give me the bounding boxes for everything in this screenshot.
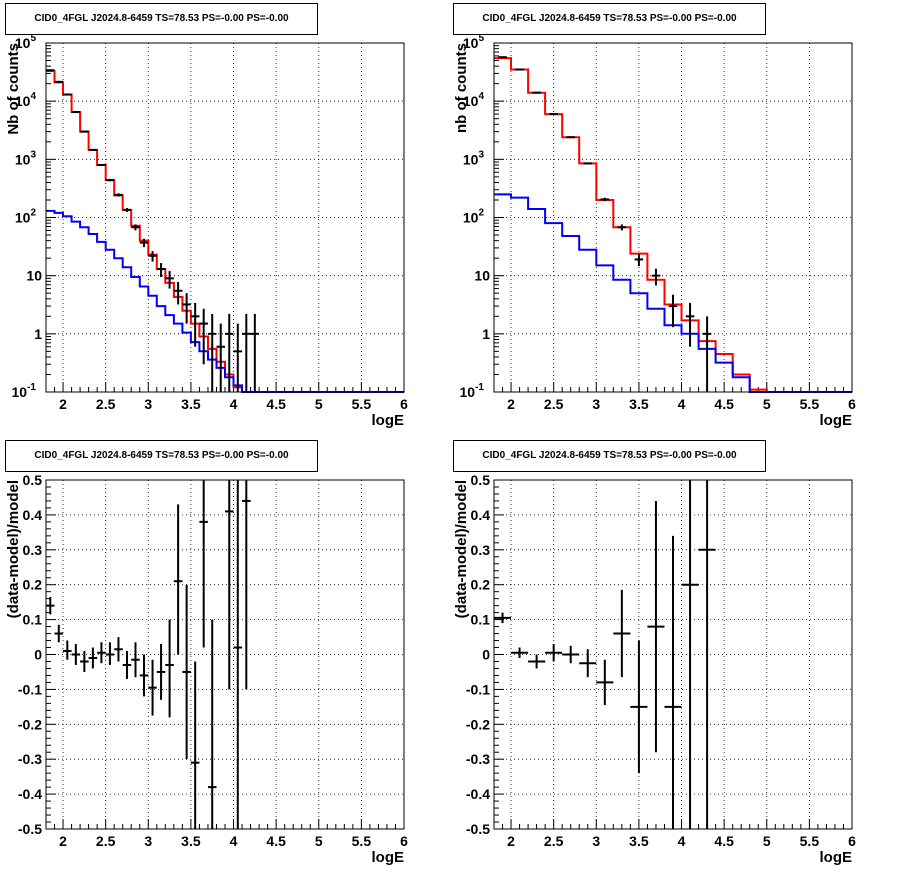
x-tick-label: 5 xyxy=(763,833,771,849)
x-tick-label: 3.5 xyxy=(181,396,201,412)
x-tick-label: 6 xyxy=(400,396,408,412)
y-tick-label: -0.1 xyxy=(466,681,490,697)
y-tick-label: 0.2 xyxy=(23,577,43,593)
y-tick-label: 0.5 xyxy=(471,472,491,488)
y-tick-label: -0.1 xyxy=(18,681,42,697)
y-tick-label: 10 xyxy=(474,268,490,284)
y-tick-label: 1 xyxy=(482,326,490,342)
x-tick-label: 4.5 xyxy=(266,396,286,412)
x-tick-label: 5 xyxy=(763,396,771,412)
y-tick-label: -0.4 xyxy=(18,786,42,802)
x-tick-label: 4 xyxy=(678,833,686,849)
x-tick-label: 6 xyxy=(848,396,856,412)
y-tick-label: -0.5 xyxy=(18,821,42,837)
plot-frame xyxy=(493,479,853,830)
x-tick-label: 2.5 xyxy=(544,396,564,412)
x-tick-label: 2 xyxy=(59,833,67,849)
y-tick-label: 0 xyxy=(34,647,42,663)
chart-title-3: CID0_4FGL J2024.8-6459 TS=78.53 PS=-0.00… xyxy=(5,440,318,472)
chart-title-2: CID0_4FGL J2024.8-6459 TS=78.53 PS=-0.00… xyxy=(453,3,766,35)
series-line-2 xyxy=(494,193,852,393)
y-tick-label: 0.4 xyxy=(471,507,491,523)
plot-frame xyxy=(45,479,405,830)
y-tick-label: -0.2 xyxy=(18,716,42,732)
y-tick-label: -0.5 xyxy=(466,821,490,837)
plot-1: 2 2.5 3 3.5 4 4.5 5 5.5 610-1110102103104105logE… xyxy=(5,33,408,429)
y-tick-label: 0.4 xyxy=(23,507,43,523)
y-tick-label: 102 xyxy=(15,208,37,226)
x-axis-label: logE xyxy=(372,412,405,429)
x-tick-label: 3.5 xyxy=(629,833,649,849)
y-tick-label: 103 xyxy=(463,149,485,167)
y-tick-label: -0.4 xyxy=(466,786,490,802)
x-tick-label: 5.5 xyxy=(800,396,820,412)
x-tick-label: 2 xyxy=(59,396,67,412)
x-tick-label: 5.5 xyxy=(800,833,820,849)
x-tick-label: 2.5 xyxy=(96,833,116,849)
x-tick-label: 5 xyxy=(315,396,323,412)
y-tick-label: -0.3 xyxy=(18,751,42,767)
x-tick-label: 2.5 xyxy=(544,833,564,849)
y-tick-label: 0.1 xyxy=(23,612,43,628)
y-axis-label: Nb of counts xyxy=(5,43,22,135)
series-line-1 xyxy=(46,70,404,393)
y-tick-label: 10 xyxy=(26,268,42,284)
x-tick-label: 3 xyxy=(144,396,152,412)
y-axis-label: (data-model)/model xyxy=(453,480,470,618)
y-axis-label: nb of counts xyxy=(453,43,470,133)
y-tick-label: 0.5 xyxy=(23,472,43,488)
series-line-1 xyxy=(494,57,852,393)
y-tick-label: 0.3 xyxy=(23,542,43,558)
x-tick-label: 5.5 xyxy=(352,833,372,849)
y-tick-label: -0.3 xyxy=(466,751,490,767)
x-tick-label: 4 xyxy=(678,396,686,412)
y-tick-label: -0.2 xyxy=(466,716,490,732)
x-axis-label: logE xyxy=(820,412,853,429)
x-tick-label: 3 xyxy=(592,833,600,849)
plot-frame xyxy=(45,42,405,393)
plot-2: 2 2.5 3 3.5 4 4.5 5 5.5 610-1110102103104105logE… xyxy=(453,33,856,429)
x-tick-label: 3 xyxy=(592,396,600,412)
x-axis-label: logE xyxy=(820,849,853,866)
x-tick-label: 2.5 xyxy=(96,396,116,412)
x-tick-label: 6 xyxy=(848,833,856,849)
x-tick-label: 3.5 xyxy=(629,396,649,412)
x-tick-label: 5.5 xyxy=(352,396,372,412)
x-tick-label: 3.5 xyxy=(181,833,201,849)
plot-frame xyxy=(493,42,853,393)
y-tick-label: 1 xyxy=(34,326,42,342)
y-tick-label: 0.1 xyxy=(471,612,491,628)
x-tick-label: 4.5 xyxy=(714,833,734,849)
x-tick-label: 4.5 xyxy=(266,833,286,849)
x-tick-label: 4.5 xyxy=(714,396,734,412)
x-tick-label: 6 xyxy=(400,833,408,849)
chart-title-1: CID0_4FGL J2024.8-6459 TS=78.53 PS=-0.00… xyxy=(5,3,318,35)
y-tick-label: 10-1 xyxy=(460,382,485,400)
y-tick-label: 10-1 xyxy=(12,382,37,400)
plot-3: 2 2.5 3 3.5 4 4.5 5 5.5 6 -0.5 -0.4 -0.3 -0.2 -0.1 0 0.… xyxy=(5,472,408,866)
y-tick-label: 0 xyxy=(482,647,490,663)
chart-title-4: CID0_4FGL J2024.8-6459 TS=78.53 PS=-0.00… xyxy=(453,440,766,472)
x-tick-label: 3 xyxy=(144,833,152,849)
x-tick-label: 5 xyxy=(315,833,323,849)
y-tick-label: 0.3 xyxy=(471,542,491,558)
x-tick-label: 4 xyxy=(230,833,238,849)
y-tick-label: 0.2 xyxy=(471,577,491,593)
x-tick-label: 4 xyxy=(230,396,238,412)
x-axis-label: logE xyxy=(372,849,405,866)
y-tick-label: 103 xyxy=(15,149,37,167)
plot-4: 2 2.5 3 3.5 4 4.5 5 5.5 6 -0.5 -0.4 -0.3 -0.2 -0.1 0 0.… xyxy=(453,472,856,866)
x-tick-label: 2 xyxy=(507,396,515,412)
x-tick-label: 2 xyxy=(507,833,515,849)
y-tick-label: 102 xyxy=(463,208,485,226)
y-axis-label: (data-model)/model xyxy=(5,480,22,618)
